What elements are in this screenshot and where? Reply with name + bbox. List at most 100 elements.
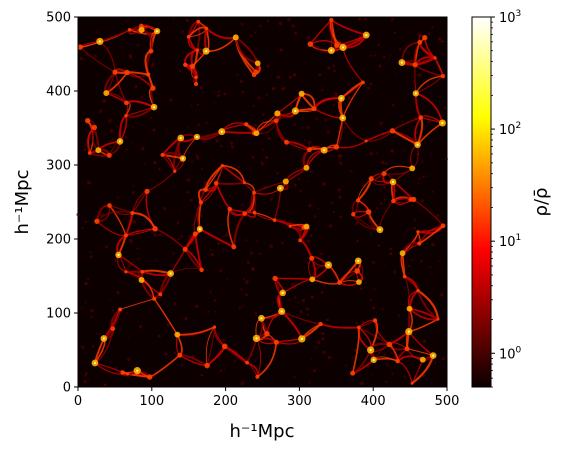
density-speckle	[141, 147, 145, 151]
density-speckle	[202, 90, 204, 93]
density-speckle	[84, 301, 87, 304]
density-halo	[406, 305, 413, 312]
density-halo-core	[195, 135, 199, 139]
density-speckle	[269, 244, 273, 248]
density-speckle	[185, 18, 190, 23]
density-speckle	[136, 43, 139, 47]
density-speckle	[132, 184, 135, 187]
density-speckle	[105, 343, 107, 346]
density-halo	[436, 317, 440, 321]
density-speckle	[158, 233, 162, 237]
density-speckle	[417, 181, 420, 184]
density-halo	[298, 238, 303, 243]
y-tick-label: 100	[46, 307, 71, 322]
density-speckle	[213, 298, 217, 302]
density-speckle	[406, 229, 409, 232]
density-speckle	[292, 73, 297, 77]
density-speckle	[321, 89, 324, 92]
density-speckle	[315, 117, 318, 120]
density-speckle	[440, 293, 444, 297]
density-halo	[372, 318, 378, 323]
density-speckle	[351, 356, 354, 359]
density-speckle	[332, 104, 335, 107]
density-speckle	[220, 144, 223, 148]
density-speckle	[209, 290, 212, 293]
density-halo	[189, 63, 196, 70]
density-halo	[303, 223, 310, 230]
density-halo-core	[136, 369, 139, 372]
density-speckle	[109, 299, 112, 302]
density-speckle	[441, 357, 445, 361]
density-filament	[227, 208, 235, 248]
density-speckle	[153, 376, 156, 379]
density-speckle	[132, 260, 135, 264]
density-halo	[410, 381, 414, 385]
density-speckle	[373, 210, 376, 213]
density-speckle	[375, 207, 379, 210]
density-speckle	[410, 363, 413, 365]
density-speckle	[294, 296, 297, 299]
density-speckle	[272, 301, 275, 304]
density-halo-core	[260, 317, 263, 320]
heatmap-plot	[76, 16, 448, 388]
density-speckle	[241, 90, 245, 94]
density-halo-core	[205, 50, 208, 53]
density-halo	[417, 39, 423, 45]
x-axis: 0 100 200 300 400 500	[74, 387, 459, 409]
density-filament	[154, 228, 186, 250]
density-speckle	[297, 301, 300, 304]
density-speckle	[343, 126, 346, 129]
density-speckle	[245, 280, 249, 284]
density-speckle	[230, 145, 235, 149]
density-speckle	[306, 239, 311, 244]
density-halo	[186, 35, 191, 39]
density-filament	[222, 164, 246, 183]
density-halo	[404, 346, 410, 352]
density-speckle	[307, 140, 312, 145]
density-halo-core	[357, 259, 360, 262]
density-speckle	[221, 338, 225, 342]
density-speckle	[191, 160, 194, 163]
density-halo	[94, 218, 100, 224]
density-speckle	[188, 160, 190, 163]
density-halo	[273, 339, 279, 345]
density-speckle	[390, 339, 393, 342]
density-halo	[192, 231, 198, 237]
density-speckle	[384, 265, 387, 268]
density-halo	[91, 124, 98, 131]
density-speckle	[195, 154, 198, 157]
density-speckle	[93, 54, 97, 58]
density-speckle	[312, 368, 317, 373]
density-speckle	[207, 310, 210, 313]
density-speckle	[301, 298, 306, 303]
density-speckle	[291, 24, 295, 28]
density-speckle	[196, 156, 200, 160]
colorbar-tick-label: 100	[499, 345, 522, 362]
density-speckle	[180, 235, 184, 238]
density-halo	[386, 341, 393, 348]
density-speckle	[288, 298, 291, 302]
density-speckle	[132, 126, 135, 129]
density-speckle	[372, 260, 375, 264]
density-halo	[361, 80, 365, 85]
density-speckle	[337, 188, 341, 192]
density-speckle	[308, 203, 312, 208]
density-filament	[417, 290, 439, 320]
density-speckle	[215, 139, 219, 143]
density-speckle	[244, 239, 248, 242]
density-speckle	[229, 141, 234, 145]
density-halo	[440, 73, 446, 79]
density-halo	[138, 26, 145, 33]
density-speckle	[188, 234, 192, 238]
density-speckle	[391, 103, 395, 106]
density-speckle	[383, 352, 387, 356]
density-speckle	[136, 247, 139, 250]
density-halo	[251, 72, 257, 78]
density-speckle	[444, 106, 447, 110]
density-speckle	[350, 170, 353, 173]
density-speckle	[327, 66, 331, 70]
density-halo	[140, 269, 145, 274]
density-speckle	[391, 17, 395, 21]
density-speckle	[393, 270, 397, 274]
density-halo-core	[378, 228, 382, 231]
